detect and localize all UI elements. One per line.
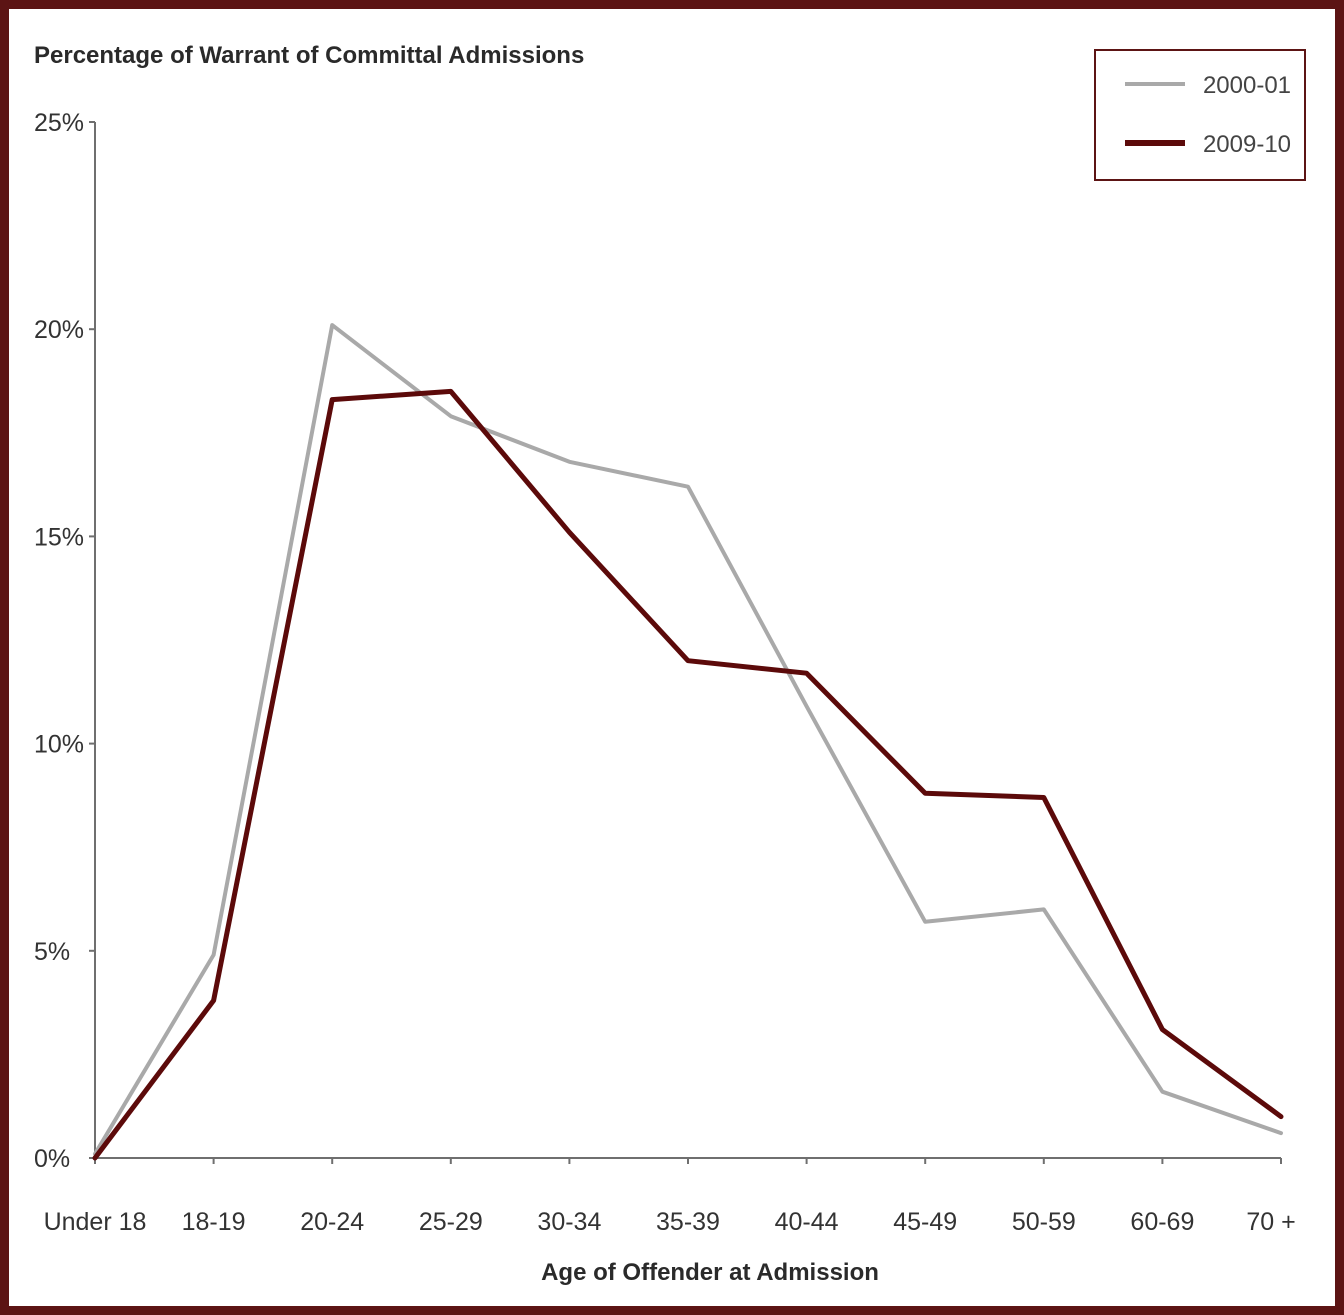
x-tick-label: 18-19	[182, 1208, 246, 1236]
legend: 2000-01 2009-10	[1094, 49, 1306, 181]
x-axis-title: Age of Offender at Admission	[541, 1259, 879, 1286]
data-point-2009-10	[212, 999, 216, 1003]
series-line-2009-10	[92, 388, 1284, 1161]
legend-label-2000-01: 2000-01	[1203, 72, 1291, 99]
data-point-2009-10	[686, 659, 690, 663]
x-tick-label: 20-24	[300, 1208, 364, 1236]
data-point-2000-01	[449, 414, 453, 418]
data-point-2009-10	[923, 791, 927, 795]
x-axis-ticks: Under 18 18-19 20-24 25-29 30-34 35-39 40-44 45…	[44, 1158, 1296, 1236]
x-tick-label: 60-69	[1130, 1208, 1194, 1236]
data-point-2009-10	[1042, 795, 1046, 799]
data-point-2000-01	[567, 460, 571, 464]
y-tick-label: 25%	[34, 109, 84, 137]
data-point-2000-01	[1042, 907, 1046, 911]
x-tick-label: 70 +	[1246, 1208, 1295, 1236]
x-tick-label: 25-29	[419, 1208, 483, 1236]
data-point-2000-01	[1160, 1090, 1164, 1094]
data-point-2000-01	[212, 953, 216, 957]
data-point-2009-10	[805, 671, 809, 675]
data-point-2000-01	[330, 323, 334, 327]
series-layer	[92, 323, 1284, 1161]
y-tick-label: 5%	[34, 938, 70, 966]
data-point-2009-10	[1160, 1028, 1164, 1032]
data-point-2009-10	[1279, 1115, 1283, 1119]
series-line-2000-01	[93, 323, 1283, 1156]
x-tick-label: 40-44	[775, 1208, 839, 1236]
x-tick-label: 45-49	[893, 1208, 957, 1236]
y-tick-label: 10%	[34, 731, 84, 759]
y-tick-label: 15%	[34, 523, 84, 551]
data-point-2009-10	[449, 389, 453, 393]
y-tick-label: 20%	[34, 316, 84, 344]
data-point-2009-10	[567, 530, 571, 534]
x-tick-label: Under 18	[44, 1208, 147, 1236]
x-tick-label: 35-39	[656, 1208, 720, 1236]
y-tick-label: 0%	[34, 1145, 70, 1173]
data-point-2009-10	[330, 398, 334, 402]
x-tick-label: 30-34	[537, 1208, 601, 1236]
data-point-2000-01	[1279, 1131, 1283, 1135]
data-point-2000-01	[923, 920, 927, 924]
y-axis-ticks: 0% 5% 10% 15% 20% 25%	[34, 109, 95, 1173]
legend-box	[1094, 49, 1306, 181]
x-tick-label: 50-59	[1012, 1208, 1076, 1236]
data-point-2000-01	[805, 704, 809, 708]
y-axis-title: Percentage of Warrant of Committal Admis…	[34, 42, 584, 69]
data-point-2000-01	[686, 485, 690, 489]
legend-label-2009-10: 2009-10	[1203, 131, 1291, 158]
data-point-2009-10	[93, 1156, 97, 1160]
